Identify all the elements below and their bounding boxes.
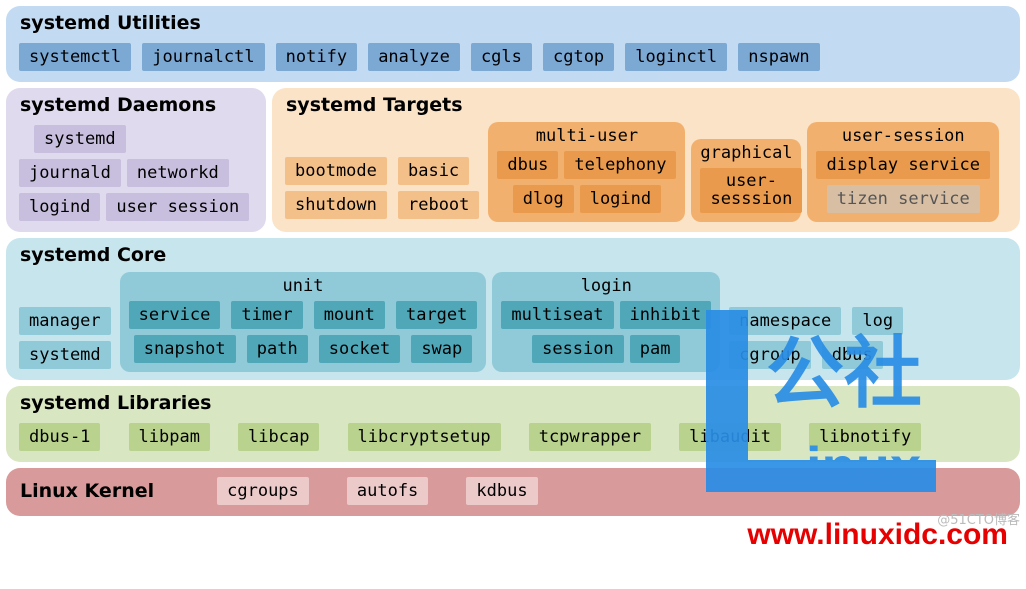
lib-chip: libpam bbox=[129, 423, 210, 451]
daemon-chip: journald bbox=[19, 159, 121, 187]
lib-chip: dbus-1 bbox=[19, 423, 100, 451]
lib-chip: tcpwrapper bbox=[529, 423, 651, 451]
util-chip: analyze bbox=[368, 43, 460, 71]
core-chip: log bbox=[852, 307, 903, 335]
target-chip: bootmode bbox=[285, 157, 387, 185]
kernel-section: Linux Kernel cgroups autofs kdbus bbox=[6, 468, 1020, 516]
libraries-section: systemd Libraries dbus-1 libpam libcap l… bbox=[6, 386, 1020, 462]
core-chip: service bbox=[129, 301, 221, 329]
target-chip: shutdown bbox=[285, 191, 387, 219]
utilities-title: systemd Utilities bbox=[20, 12, 1010, 34]
core-chip: snapshot bbox=[134, 335, 236, 363]
daemon-chip: systemd bbox=[34, 125, 126, 153]
util-chip: cgls bbox=[471, 43, 532, 71]
util-chip: loginctl bbox=[625, 43, 727, 71]
core-chip: inhibit bbox=[620, 301, 712, 329]
graphical-title: graphical bbox=[697, 143, 795, 163]
daemon-chip: user session bbox=[106, 193, 249, 221]
target-chip: display service bbox=[816, 151, 990, 179]
kernel-chip: autofs bbox=[347, 477, 428, 505]
core-chip: pam bbox=[630, 335, 681, 363]
core-chip: path bbox=[247, 335, 308, 363]
daemons-section: systemd Daemons systemd journaldnetworkd… bbox=[6, 88, 266, 232]
core-section: systemd Core manager systemd unit servic… bbox=[6, 238, 1020, 380]
targets-simple: bootmode basic shutdown reboot bbox=[282, 154, 482, 222]
core-chip: timer bbox=[231, 301, 302, 329]
target-chip: dlog bbox=[513, 185, 574, 213]
core-chip: mount bbox=[314, 301, 385, 329]
daemons-targets-row: systemd Daemons systemd journaldnetworkd… bbox=[6, 88, 1020, 238]
core-chip: target bbox=[396, 301, 477, 329]
target-chip: user-sesssion bbox=[700, 168, 802, 213]
kernel-chip: kdbus bbox=[466, 477, 537, 505]
core-right: namespace log cgroup dbus bbox=[726, 304, 906, 372]
multiuser-title: multi-user bbox=[494, 126, 679, 146]
utilities-items: systemctl journalctl notify analyze cgls… bbox=[16, 40, 1010, 74]
kernel-title: Linux Kernel bbox=[20, 480, 154, 502]
usersession-title: user-session bbox=[813, 126, 993, 146]
lib-chip: libcap bbox=[238, 423, 319, 451]
target-chip: telephony bbox=[564, 151, 676, 179]
targets-section: systemd Targets bootmode basic shutdown … bbox=[272, 88, 1020, 232]
core-chip: namespace bbox=[729, 307, 841, 335]
util-chip: notify bbox=[276, 43, 357, 71]
core-chip: session bbox=[532, 335, 624, 363]
targets-multiuser-group: multi-user dbustelephony dloglogind bbox=[488, 122, 685, 222]
core-chip: cgroup bbox=[729, 341, 810, 369]
lib-chip: libcryptsetup bbox=[348, 423, 501, 451]
targets-graphical-group: graphical user-sesssion bbox=[691, 139, 801, 222]
core-chip: systemd bbox=[19, 341, 111, 369]
target-chip: logind bbox=[580, 185, 661, 213]
core-chip: multiseat bbox=[501, 301, 613, 329]
utilities-section: systemd Utilities systemctl journalctl n… bbox=[6, 6, 1020, 82]
util-chip: cgtop bbox=[543, 43, 614, 71]
daemon-chip: logind bbox=[19, 193, 100, 221]
util-chip: systemctl bbox=[19, 43, 131, 71]
targets-usersession-group: user-session display service tizen servi… bbox=[807, 122, 999, 222]
lib-chip: libaudit bbox=[679, 423, 781, 451]
target-chip: basic bbox=[398, 157, 469, 185]
daemons-title: systemd Daemons bbox=[20, 94, 256, 116]
core-left: manager systemd bbox=[16, 304, 114, 372]
login-title: login bbox=[498, 276, 714, 296]
target-chip-gray: tizen service bbox=[827, 185, 980, 213]
core-title: systemd Core bbox=[20, 244, 1010, 266]
watermark-source: @51CTO博客 bbox=[937, 509, 1020, 528]
targets-title: systemd Targets bbox=[286, 94, 1010, 116]
core-login-group: login multiseatinhibit sessionpam bbox=[492, 272, 720, 372]
libraries-title: systemd Libraries bbox=[20, 392, 1010, 414]
core-unit-group: unit service timer mount target snapshot… bbox=[120, 272, 487, 372]
target-chip: dbus bbox=[497, 151, 558, 179]
core-chip: socket bbox=[319, 335, 400, 363]
lib-chip: libnotify bbox=[809, 423, 921, 451]
target-chip: reboot bbox=[398, 191, 479, 219]
daemon-chip: networkd bbox=[127, 159, 229, 187]
util-chip: journalctl bbox=[142, 43, 264, 71]
kernel-chip: cgroups bbox=[217, 477, 309, 505]
unit-title: unit bbox=[126, 276, 481, 296]
core-chip: manager bbox=[19, 307, 111, 335]
core-chip: swap bbox=[411, 335, 472, 363]
util-chip: nspawn bbox=[738, 43, 819, 71]
core-chip: dbus bbox=[822, 341, 883, 369]
